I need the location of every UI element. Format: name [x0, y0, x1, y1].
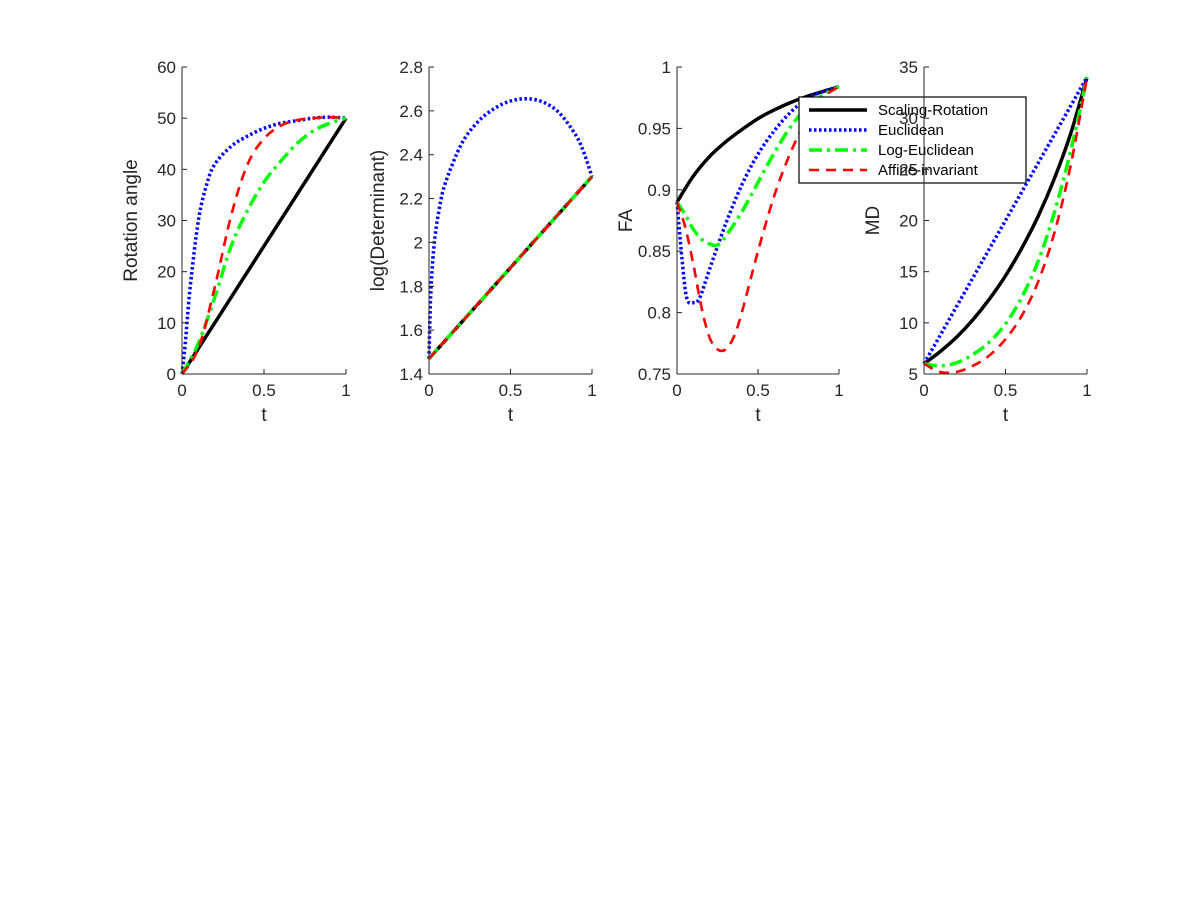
- x-tick-label: 0: [919, 381, 928, 400]
- series-group: [180, 115, 348, 375]
- y-axis-label: log(Determinant): [368, 150, 389, 292]
- y-tick-label: 20: [899, 212, 918, 231]
- series-group: [427, 97, 594, 360]
- y-tick-label: 30: [157, 212, 176, 231]
- y-tick-label: 35: [899, 58, 918, 77]
- y-tick-label: 2.2: [399, 190, 423, 209]
- subplot-2: 0 0.5 1 1.4 1.6 1.8 2 2.2 2.4 2.6 2.8 t log(Determin…: [368, 58, 597, 426]
- y-tick-label: 2.8: [399, 58, 423, 77]
- x-tick-label: 1: [1082, 381, 1091, 400]
- y-tick-label: 1.6: [399, 321, 423, 340]
- legend: Scaling-Rotation Euclidean Log-Euclidean Af…: [798, 96, 1027, 184]
- y-tick-label: 2.4: [399, 146, 423, 165]
- series-group: [922, 76, 1089, 375]
- x-tick-label: 1: [834, 381, 843, 400]
- series-line-log-euclidean: [675, 85, 840, 248]
- legend-label-scaling-rotation: Scaling-Rotation: [878, 102, 988, 119]
- y-tick-label: 0.85: [638, 242, 671, 261]
- series-line-euclidean: [427, 97, 594, 359]
- subplot-3: 0 0.5 1 0.75 0.8 0.85 0.9 0.95 1 t FA: [616, 58, 844, 426]
- series-line-scaling-rotation: [180, 117, 348, 375]
- series-line-affine-invariant: [428, 175, 593, 360]
- x-tick-label: 0.5: [994, 381, 1018, 400]
- y-tick-label: 20: [157, 263, 176, 282]
- y-tick-label: 10: [899, 314, 918, 333]
- x-axis-label: t: [755, 405, 761, 426]
- series-line-euclidean: [180, 115, 347, 375]
- y-tick-label: 1.4: [399, 365, 423, 384]
- y-tick-label: 2.6: [399, 102, 423, 121]
- y-tick-label: 30: [899, 109, 918, 128]
- y-tick-label: 15: [899, 263, 918, 282]
- y-axis-label: MD: [863, 206, 884, 236]
- legend-label-euclidean: Euclidean: [878, 122, 944, 139]
- x-axis-label: t: [1003, 405, 1009, 426]
- y-tick-label: 1.8: [399, 277, 423, 296]
- y-tick-label: 0.8: [647, 304, 671, 323]
- legend-label-affine-invariant: Affine-invariant: [878, 162, 979, 179]
- y-axis-label: Rotation angle: [121, 159, 142, 282]
- y-tick-label: 0.75: [638, 365, 671, 384]
- x-tick-label: 1: [587, 381, 596, 400]
- x-tick-label: 0: [672, 381, 681, 400]
- y-tick-label: 5: [909, 365, 918, 384]
- series-line-log-euclidean: [180, 116, 347, 375]
- x-axis-label: t: [261, 405, 267, 426]
- y-tick-label: 50: [157, 109, 176, 128]
- x-tick-label: 1: [341, 381, 350, 400]
- y-tick-label: 10: [157, 314, 176, 333]
- series-line-euclidean: [675, 84, 840, 305]
- x-axis-label: t: [508, 405, 514, 426]
- y-tick-label: 40: [157, 160, 176, 179]
- y-axis-label: FA: [616, 209, 637, 233]
- y-tick-label: 2: [414, 233, 423, 252]
- x-tick-label: 0.5: [252, 381, 276, 400]
- y-tick-label: 60: [157, 58, 176, 77]
- legend-label-log-euclidean: Log-Euclidean: [878, 142, 974, 159]
- x-tick-label: 0.5: [499, 381, 523, 400]
- series-line-affine-invariant: [180, 115, 347, 375]
- y-tick-label: 0: [167, 365, 176, 384]
- y-tick-label: 0.95: [638, 119, 671, 138]
- series-line-log-euclidean: [923, 76, 1089, 368]
- y-tick-label: 0.9: [647, 181, 671, 200]
- series-line-scaling-rotation: [922, 76, 1089, 366]
- x-tick-label: 0: [424, 381, 433, 400]
- series-line-affine-invariant: [923, 76, 1089, 375]
- x-tick-label: 0.5: [746, 381, 770, 400]
- y-tick-label: 25: [899, 160, 918, 179]
- y-tick-label: 1: [662, 58, 671, 77]
- x-tick-label: 0: [177, 381, 186, 400]
